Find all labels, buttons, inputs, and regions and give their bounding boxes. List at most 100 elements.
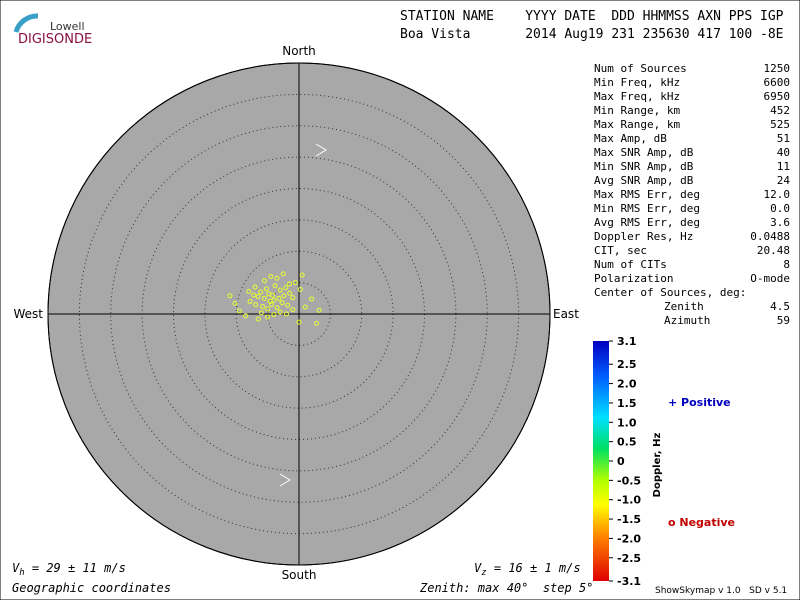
source [260,303,266,309]
center-title: Center of Sources, deg: [594,286,746,299]
stat-label: Avg SNR Amp, dB [594,174,694,187]
source [252,284,258,290]
logo-bottom: DIGISONDE [18,32,92,47]
stat-label: Avg RMS Err, deg [594,216,700,229]
stat-value: 3.6 [770,216,790,229]
stat-value: 6600 [764,76,791,89]
stat-value: 6950 [764,90,791,103]
source [316,307,322,313]
source [274,305,280,311]
source [251,292,257,298]
source [236,308,242,314]
stat-label: Doppler Res, Hz [594,230,693,243]
source [285,302,291,308]
stat-label: Num of Sources [594,62,687,75]
stat-label: Min Range, km [594,104,680,117]
source [261,278,267,284]
stat-label: Min SNR Amp, dB [594,160,694,173]
colorbar-tick-label: -1.5 [617,513,641,526]
source [247,298,253,304]
source [290,295,296,301]
source [287,281,293,287]
source [297,287,303,293]
colorbar-tick-label: 1.0 [617,416,637,429]
colorbar-tick-label: -1.0 [617,494,641,507]
stat-value: 24 [777,174,791,187]
source [246,288,252,294]
stat-label: Polarization [594,272,673,285]
center-label: Azimuth [664,314,710,327]
stat-value: 51 [777,132,790,145]
colorbar-tick-label: 2.0 [617,378,637,391]
source [274,275,280,281]
stat-value: 40 [777,146,790,159]
source [276,295,282,301]
source [261,295,267,301]
source [258,289,264,295]
dir-south: South [282,568,317,582]
source [227,293,233,299]
header-labels: STATION NAME YYYY DATE DDD HHMMSS AXN PP… [400,9,784,24]
stat-label: Max Amp, dB [594,132,667,145]
stat-value: 0.0 [770,202,790,215]
dir-west: West [13,307,43,321]
source [263,286,269,292]
stat-value: 525 [770,118,790,131]
source [299,272,305,278]
legend-negative: o Negative [668,516,735,529]
source [265,306,271,312]
source [314,320,320,326]
source [281,293,287,299]
colorbar-tick-label: -3.1 [617,575,641,588]
source [283,285,289,291]
source [296,319,302,325]
source [290,307,296,313]
legend-positive: + Positive [668,396,731,409]
stat-label: Max Freq, kHz [594,90,680,103]
colorbar-label: Doppler, Hz [652,433,663,498]
source [277,309,283,315]
center-value: 59 [777,314,790,327]
source [268,273,274,279]
stat-label: CIT, sec [594,244,647,257]
logo-arc [13,13,39,33]
stat-value: 8 [783,258,790,271]
dir-north: North [282,44,316,58]
arrows [279,143,327,487]
logo-top: Lowell [50,20,85,33]
colorbar-tick-label: -0.5 [617,474,641,487]
source [253,302,259,308]
source [268,302,274,308]
colorbar [593,341,609,581]
source [271,312,277,318]
colorbar-tick-label: -2.5 [617,552,641,565]
stat-value: 20.48 [757,244,790,257]
vz: Vz = 16 ± 1 m/s [474,561,581,578]
colorbar-tick-label: 3.1 [617,335,637,348]
source [272,283,278,289]
source [232,300,238,306]
stat-label: Min Freq, kHz [594,76,680,89]
stat-label: Min RMS Err, deg [594,202,700,215]
source [292,280,298,286]
stat-value: O-mode [750,272,790,285]
stat-value: 11 [777,160,790,173]
source [279,300,285,306]
stat-label: Max Range, km [594,118,680,131]
colorbar-tick-label: 1.5 [617,397,637,410]
source [283,311,289,317]
source [280,271,286,277]
plot: North South West East [13,44,579,582]
source [265,314,271,320]
stat-value: 0.0488 [750,230,790,243]
stat-value: 452 [770,104,790,117]
colorbar-tick-label: 0 [617,455,625,468]
source [255,293,261,299]
stat-label: Max RMS Err, deg [594,188,700,201]
source [287,290,293,296]
dir-east: East [553,307,579,321]
source [277,287,283,293]
colorbar-tick-label: -2.0 [617,532,641,545]
vh: Vh = 29 ± 11 m/s [12,561,126,578]
